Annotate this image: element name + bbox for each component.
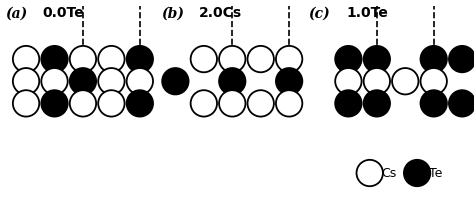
Ellipse shape (420, 46, 447, 72)
Text: (a): (a) (5, 6, 27, 20)
Text: 0.0Te: 0.0Te (43, 6, 84, 20)
Text: (c): (c) (308, 6, 330, 20)
Ellipse shape (449, 90, 474, 117)
Ellipse shape (127, 90, 153, 117)
Ellipse shape (13, 46, 39, 72)
Ellipse shape (70, 68, 96, 95)
Ellipse shape (98, 68, 125, 95)
Text: 2.0Cs: 2.0Cs (199, 6, 242, 20)
Ellipse shape (98, 46, 125, 72)
Ellipse shape (219, 46, 246, 72)
Ellipse shape (13, 90, 39, 117)
Text: Te: Te (429, 166, 442, 180)
Text: (b): (b) (161, 6, 184, 20)
Ellipse shape (449, 46, 474, 72)
Ellipse shape (356, 160, 383, 186)
Ellipse shape (392, 68, 419, 95)
Text: Cs: Cs (382, 166, 397, 180)
Ellipse shape (404, 160, 430, 186)
Ellipse shape (276, 90, 302, 117)
Ellipse shape (247, 90, 274, 117)
Ellipse shape (335, 90, 362, 117)
Ellipse shape (127, 46, 153, 72)
Ellipse shape (247, 46, 274, 72)
Ellipse shape (219, 68, 246, 95)
Ellipse shape (70, 90, 96, 117)
Ellipse shape (219, 90, 246, 117)
Ellipse shape (41, 68, 68, 95)
Ellipse shape (335, 68, 362, 95)
Ellipse shape (13, 68, 39, 95)
Ellipse shape (420, 90, 447, 117)
Ellipse shape (364, 90, 390, 117)
Ellipse shape (420, 68, 447, 95)
Ellipse shape (276, 68, 302, 95)
Ellipse shape (364, 46, 390, 72)
Ellipse shape (276, 46, 302, 72)
Ellipse shape (191, 90, 217, 117)
Ellipse shape (41, 46, 68, 72)
Ellipse shape (191, 46, 217, 72)
Ellipse shape (41, 90, 68, 117)
Ellipse shape (335, 46, 362, 72)
Ellipse shape (127, 68, 153, 95)
Ellipse shape (98, 90, 125, 117)
Ellipse shape (364, 68, 390, 95)
Ellipse shape (70, 46, 96, 72)
Ellipse shape (162, 68, 189, 95)
Text: 1.0Te: 1.0Te (346, 6, 388, 20)
